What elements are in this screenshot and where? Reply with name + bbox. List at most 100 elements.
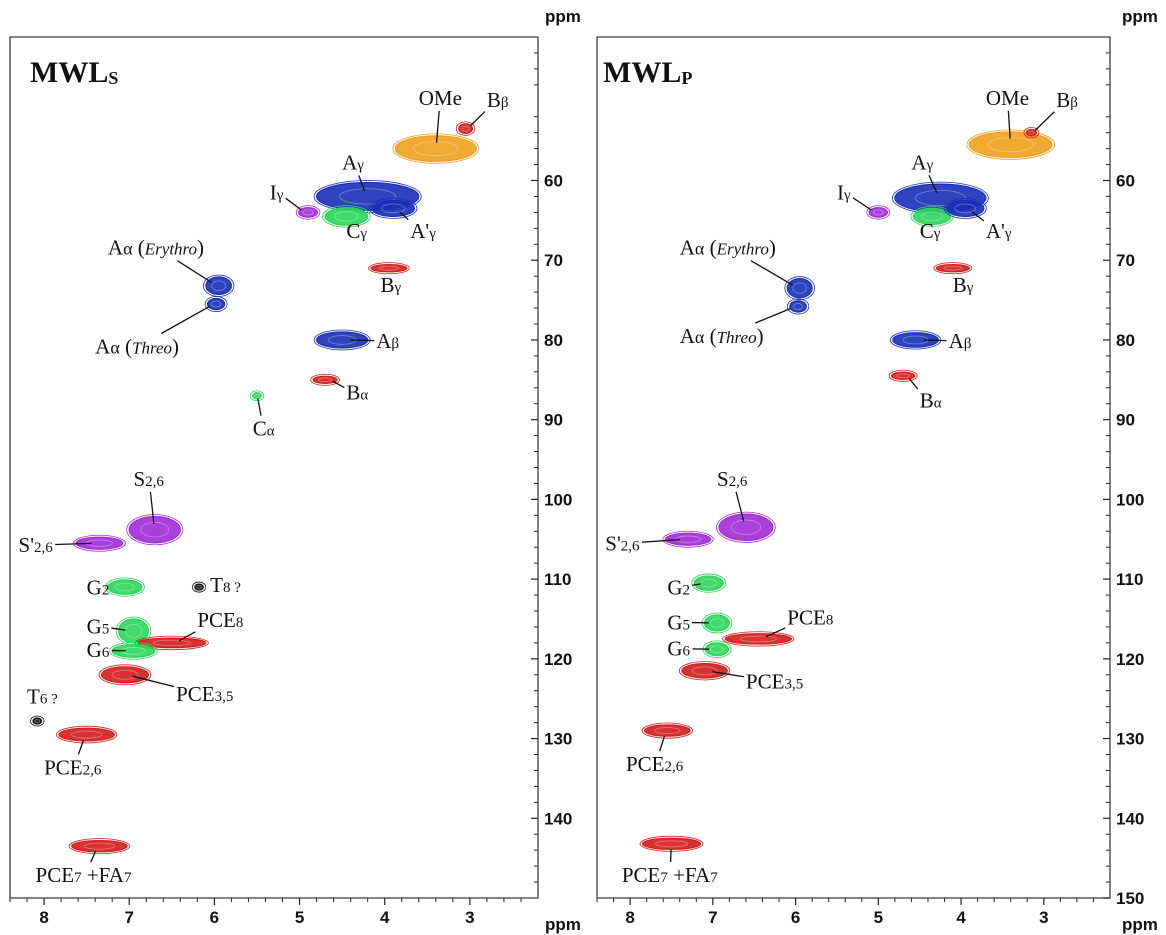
peak-b-	[888, 369, 918, 382]
peak-label: A'γ	[986, 219, 1012, 243]
x-tick-label: 4	[956, 908, 966, 927]
peak-pce7-fa7	[639, 835, 704, 852]
peak-a-erythro-	[784, 276, 816, 301]
panel-mwlp: MWLP 8 7 6 5 4 3 60 70 80 90 100 110 120 130 140 150 ppm p…	[596, 7, 1158, 934]
peak-label: A'γ	[410, 219, 436, 243]
leader-line	[1034, 111, 1055, 131]
leader-line	[111, 627, 126, 631]
peak-c-	[249, 390, 265, 402]
peak-label: PCE7 +FA7	[622, 863, 718, 887]
peak-label: PCE7 +FA7	[36, 863, 132, 887]
leader-line	[923, 339, 947, 342]
y-tick-label: 80	[544, 331, 563, 350]
y-tick-label: 120	[544, 650, 572, 669]
peak-a-threo-	[786, 298, 810, 315]
peak-b-	[455, 121, 476, 136]
peak-c-	[910, 206, 954, 227]
y-tick-label: 90	[544, 411, 563, 430]
peak-a-erythro-	[202, 274, 235, 297]
y-tick-label: 120	[1116, 650, 1144, 669]
leader-line	[90, 850, 97, 863]
peak-i-	[866, 205, 891, 220]
peak-label: Bα	[920, 389, 942, 413]
x-axis-label: ppm	[545, 915, 581, 934]
peak-label: Bβ	[1056, 88, 1078, 112]
x-tick-label: 6	[791, 908, 800, 927]
peak-label: Aβ	[376, 329, 399, 353]
peak-label: Aα (Erythro)	[108, 236, 204, 260]
y-tick-label: 80	[1116, 331, 1135, 350]
peak-label: G6	[87, 638, 110, 662]
peak-label: Cγ	[920, 219, 941, 243]
peak-pce2-6	[641, 722, 693, 739]
peak-pce8	[722, 631, 795, 647]
peak-s2-6	[716, 511, 776, 543]
peak-a-	[369, 198, 418, 219]
x-tick-label: 5	[295, 908, 304, 927]
peak-ome	[966, 129, 1055, 160]
leader-line	[55, 542, 92, 546]
peak-label: PCE3,5	[746, 669, 803, 693]
leader-line	[285, 197, 302, 211]
y-tick-label: 60	[544, 172, 563, 191]
peak-label: OMe	[419, 86, 462, 110]
peak-label: G2	[667, 575, 690, 599]
peak-b-	[933, 262, 973, 275]
peak-label: Aγ	[342, 150, 364, 174]
peak-s-2-6	[73, 534, 126, 552]
leader-line	[160, 306, 210, 335]
peak-label: Cα	[253, 417, 275, 441]
leader-line	[852, 197, 872, 211]
peak-ome	[392, 133, 480, 164]
panel-title: MWLP	[603, 56, 692, 89]
peak-label: T6 ?	[27, 684, 58, 708]
leader-line	[132, 675, 175, 688]
x-tick-label: 6	[210, 908, 219, 927]
peak-label: Aα (Erythro)	[680, 236, 776, 260]
peak-b-	[368, 262, 410, 275]
leader-line	[971, 211, 985, 222]
peak-label: G5	[87, 614, 110, 638]
leader-line	[1007, 110, 1011, 139]
x-tick-label: 3	[465, 908, 474, 927]
leader-line	[177, 260, 213, 284]
x-tick-label: 5	[874, 908, 883, 927]
x-tick-label: 7	[124, 908, 133, 927]
y-tick-label: 130	[544, 730, 572, 749]
peak-c-	[322, 205, 371, 228]
peak-label: Iγ	[837, 181, 851, 205]
peak-label: G5	[667, 610, 690, 634]
y-tick-label: 140	[544, 809, 572, 828]
peak-label: G2	[87, 575, 110, 599]
peak-g2	[691, 573, 727, 593]
peak-pce2-6	[56, 725, 118, 744]
peak-g2	[105, 577, 145, 597]
y-axis-label: ppm	[545, 7, 581, 26]
peak-label: S'2,6	[605, 531, 640, 555]
peak-pce3-5	[98, 664, 152, 686]
leader-line	[659, 735, 666, 752]
y-tick-label: 140	[1116, 809, 1144, 828]
peak-s2-6	[126, 514, 184, 546]
peak-label: PCE3,5	[176, 682, 233, 706]
x-tick-label: 3	[1039, 908, 1048, 927]
y-tick-label: 110	[1116, 570, 1143, 589]
peak-label: Bβ	[487, 88, 509, 112]
y-tick-label: 70	[544, 251, 563, 270]
peak-label: OMe	[986, 86, 1029, 110]
peak-label: PCE8	[197, 608, 243, 632]
y-tick-label: 90	[1116, 411, 1135, 430]
peak-s-2-6	[662, 530, 714, 548]
peak-b-	[310, 373, 340, 386]
leader-line	[908, 377, 919, 390]
leader-line	[77, 739, 85, 755]
peak-label: G6	[667, 637, 690, 661]
peak-label: Bγ	[953, 273, 974, 297]
leader-line	[399, 211, 409, 221]
leader-line	[178, 631, 196, 642]
peak-a-threo-	[204, 296, 228, 313]
leader-line	[754, 307, 791, 324]
y-tick-label: 70	[1116, 251, 1135, 270]
